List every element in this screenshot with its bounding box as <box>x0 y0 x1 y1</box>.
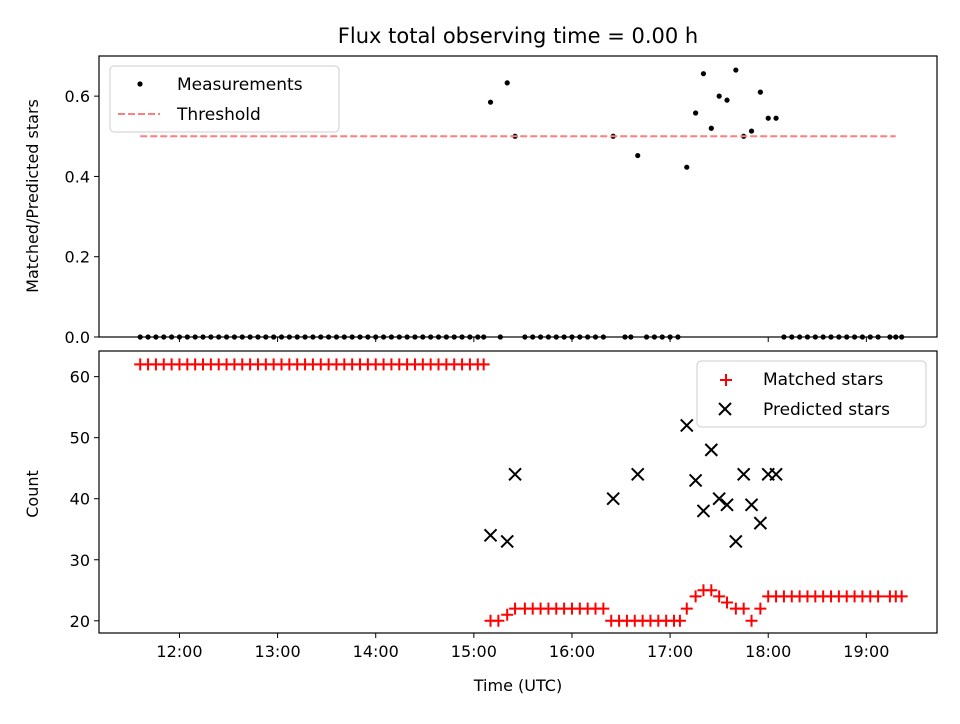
legend-predicted-label: Predicted stars <box>763 400 890 420</box>
predicted-star-point <box>680 418 694 433</box>
measurement-point <box>724 97 730 103</box>
measurement-point <box>693 110 699 116</box>
top-ylabel: Matched/Predicted stars <box>23 99 42 293</box>
xtick-label: 16:00 <box>549 642 595 661</box>
matched-star-point <box>745 614 758 627</box>
xtick-label: 15:00 <box>451 642 497 661</box>
measurement-point <box>635 152 641 159</box>
legend-measurements-marker <box>137 81 143 87</box>
matched-star-point <box>477 358 490 371</box>
legend-matched-marker <box>720 374 732 386</box>
predicted-star-point <box>688 473 703 488</box>
legend-predicted-marker <box>718 402 732 416</box>
xtick-label: 14:00 <box>353 642 399 661</box>
bottom-legend-box <box>696 360 927 428</box>
bottom-panel: 20 30 40 50 60 12:00 13:00 14:00 15:00 16:00 17:00… <box>70 350 938 661</box>
matched-star-point <box>872 590 885 603</box>
predicted-star-point <box>729 534 743 549</box>
predicted-star-point <box>736 467 751 482</box>
measurement-point <box>700 71 707 77</box>
xtick-label: 18:00 <box>745 642 791 661</box>
chart-title: Flux total observing time = 0.00 h <box>338 24 698 48</box>
measurement-point <box>684 164 690 170</box>
matched-star-point <box>597 602 610 615</box>
top-axes-frame <box>98 55 938 338</box>
predicted-star-point <box>753 516 768 530</box>
bottom-ytick-label: 20 <box>70 612 90 631</box>
matched-star-point <box>680 602 693 615</box>
top-ytick-label: 0.2 <box>65 248 90 267</box>
predicted-star-point <box>483 528 498 543</box>
predicted-star-point <box>712 492 726 506</box>
xtick-label: 19:00 <box>843 642 889 661</box>
predicted-star-point <box>508 467 522 482</box>
top-legend: Measurements Threshold <box>109 65 340 133</box>
top-legend-box <box>109 65 340 133</box>
legend-measurements-label: Measurements <box>177 75 303 95</box>
matched-star-point <box>501 608 514 621</box>
matched-star-point <box>673 614 686 627</box>
measurement-point <box>733 67 739 73</box>
matched-star-point <box>737 602 750 615</box>
top-ytick-label: 0.0 <box>65 328 90 347</box>
bottom-ytick-label: 50 <box>70 429 90 448</box>
predicted-star-point <box>696 504 711 518</box>
xtick-label: 12:00 <box>156 642 202 661</box>
predicted-star-point <box>769 467 783 482</box>
measurement-point <box>773 115 779 121</box>
measurement-point <box>504 80 510 86</box>
bottom-ylabel: Count <box>23 470 42 518</box>
measurement-point <box>757 89 763 95</box>
legend-threshold-label: Threshold <box>176 105 261 125</box>
predicted-star-point <box>720 498 734 512</box>
matched-star-point <box>689 590 702 603</box>
xtick-label: 17:00 <box>647 642 693 661</box>
top-ytick-label: 0.4 <box>65 167 90 186</box>
predicted-star-point <box>631 467 645 482</box>
matched-star-point <box>713 590 726 603</box>
matched-star-point <box>895 590 908 603</box>
bottom-ytick-label: 60 <box>70 368 90 387</box>
measurement-point <box>765 115 771 121</box>
matched-star-point <box>705 584 718 597</box>
matched-star-point <box>721 596 734 609</box>
matched-star-point <box>492 614 505 627</box>
predicted-star-point <box>744 498 759 512</box>
measurement-point <box>487 99 494 105</box>
legend-matched-label: Matched stars <box>763 370 883 390</box>
bottom-ytick-label: 40 <box>70 490 90 509</box>
predicted-star-point <box>606 492 620 506</box>
matched-star-point <box>754 602 767 615</box>
xtick-label: 13:00 <box>255 642 301 661</box>
bottom-ytick-label: 30 <box>70 551 90 570</box>
measurement-point <box>708 125 714 131</box>
top-panel: 0.0 0.2 0.4 0.6 <box>65 55 938 347</box>
measurement-point <box>716 93 722 99</box>
x-axis-label: Time (UTC) <box>473 676 562 695</box>
top-ytick-label: 0.6 <box>65 87 90 106</box>
predicted-star-point <box>704 443 719 457</box>
bottom-legend: Matched stars Predicted stars <box>696 360 927 428</box>
measurement-point <box>748 128 755 134</box>
bottom-axes-frame <box>98 350 938 634</box>
predicted-star-point <box>500 534 514 549</box>
